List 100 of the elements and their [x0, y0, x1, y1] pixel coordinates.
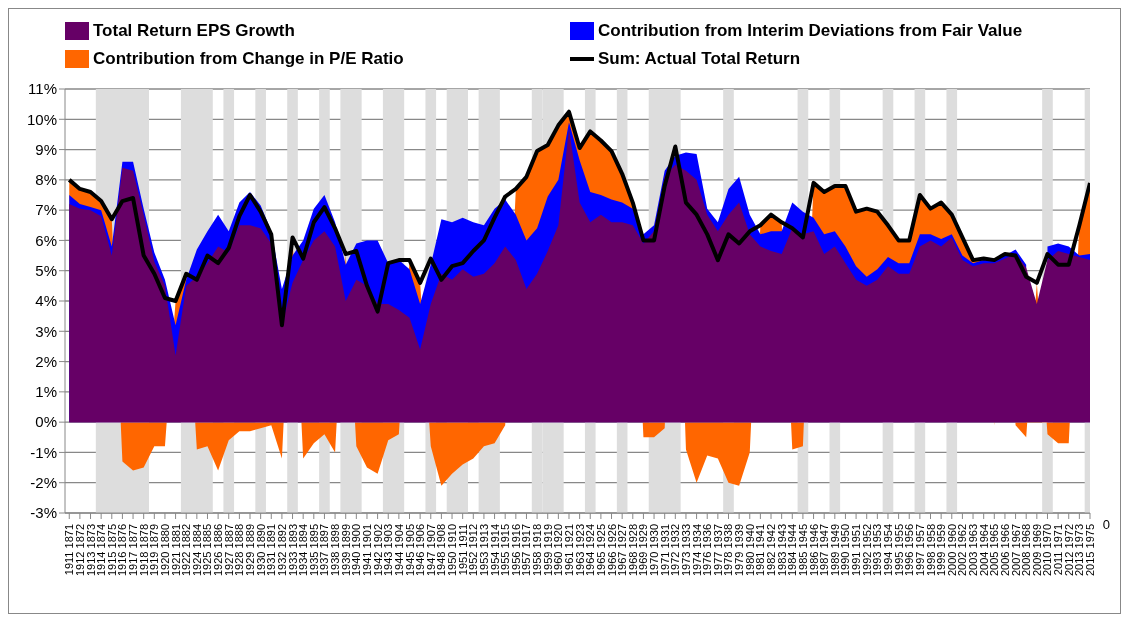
x-tick-label: 1934 1894	[297, 524, 310, 576]
legend-label: Contribution from Interim Deviations from Fair Value	[598, 21, 1023, 41]
x-tick-label: 1997 1957	[913, 524, 926, 576]
y-tick-label: 11%	[28, 80, 57, 98]
legend-label: Contribution from Change in P/E Ratio	[93, 49, 404, 69]
x-tick-label: 1944 1904	[392, 524, 405, 576]
y-tick-label: 10%	[26, 110, 57, 128]
x-tick-label: 1967 1927	[616, 524, 629, 576]
x-tick-label: 1973 1933	[679, 524, 692, 576]
x-tick-label: 2000 1960	[945, 524, 958, 576]
x-tick-label: 2012 1972	[1062, 524, 1075, 576]
x-tick-label: 1978 1938	[722, 524, 735, 576]
x-tick-label: 1994 1954	[881, 524, 894, 576]
x-tick-label: 1924 1884	[190, 524, 203, 576]
x-tick-label: 1917 1877	[127, 524, 140, 576]
x-tick-label: 1996 1956	[903, 524, 916, 576]
x-tick-label: 1976 1936	[701, 524, 714, 576]
legend-label: Sum: Actual Total Return	[598, 49, 801, 69]
x-tick-label: 1972 1932	[669, 524, 682, 576]
x-tick-label: 1995 1955	[892, 524, 905, 576]
x-tick-label: 1946 1906	[414, 524, 427, 576]
x-tick-label: 1985 1945	[796, 524, 809, 576]
x-tick-label: 1957 1917	[520, 524, 533, 576]
x-tick-label: 1914 1874	[95, 524, 108, 576]
x-tick-label: 1952 1912	[467, 524, 480, 576]
x-tick-label: 1929 1889	[244, 524, 257, 576]
x-tick-label: 1950 1910	[446, 524, 459, 576]
x-tick-label: 1916 1876	[116, 524, 129, 576]
x-tick-label: 1942 1902	[371, 524, 384, 576]
x-tick-label: 1966 1926	[605, 524, 618, 576]
x-tick-label: 2011 1971	[1052, 524, 1065, 576]
x-tick-label: 2006 1966	[998, 524, 1011, 576]
x-tick-label: 1987 1947	[818, 524, 831, 576]
x-tick-label: 1943 1903	[382, 524, 395, 576]
y-tick-label: 1%	[35, 383, 57, 401]
x-tick-label: 1980 1940	[743, 524, 756, 576]
x-tick-label: 1969 1929	[637, 524, 650, 576]
y-tick-label: 7%	[35, 201, 57, 219]
x-tick-label: 2013 1973	[1073, 524, 1086, 576]
x-tick-label: 2015 1975	[1084, 524, 1096, 576]
y-tick-label: 0%	[35, 413, 57, 431]
x-tick-label: 1990 1950	[839, 524, 852, 576]
x-tick-label: 1920 1880	[158, 524, 171, 576]
x-tick-label: 1977 1937	[711, 524, 724, 576]
x-tick-label: 1961 1921	[562, 524, 575, 576]
x-tick-label: 1935 1895	[307, 524, 320, 576]
x-tick-label: 1926 1886	[212, 524, 225, 576]
x-tick-label: 1981 1941	[754, 524, 767, 576]
x-tick-label: 1964 1924	[584, 524, 597, 576]
y-tick-label: 2%	[35, 352, 57, 370]
x-tick-label: 1991 1951	[850, 524, 863, 576]
x-tick-label: 1913 1873	[84, 524, 97, 576]
x-tick-label: 1912 1872	[73, 524, 86, 576]
x-tick-label: 2002 1962	[956, 524, 969, 576]
y-tick-label: -2%	[30, 474, 57, 492]
x-tick-label: 1945 1905	[403, 524, 416, 576]
x-tick-label: 1948 1908	[435, 524, 448, 576]
y-tick-label: 3%	[35, 322, 57, 340]
x-tick-label: 2008 1968	[1020, 524, 1033, 576]
x-tick-label: 1971 1931	[658, 524, 671, 576]
x-tick-label: 1984 1944	[786, 524, 799, 576]
x-tick-label: 1953 1913	[477, 524, 490, 576]
x-tick-label: 1974 1934	[690, 524, 703, 576]
y-tick-label: 8%	[35, 171, 57, 189]
x-tick-label: 1956 1916	[509, 524, 522, 576]
x-tick-label: 1982 1942	[765, 524, 778, 576]
x-tick-label: 1986 1946	[807, 524, 820, 576]
x-tick-label: 1951 1911	[456, 524, 469, 576]
x-tick-label: 1911 1871	[63, 524, 76, 576]
x-tick-label: 2005 1965	[988, 524, 1001, 576]
x-tick-label: 1939 1899	[339, 524, 352, 576]
legend-label: Total Return EPS Growth	[93, 21, 295, 41]
x-tick-label: 1927 1887	[222, 524, 235, 576]
x-tick-label: 2009 1969	[1030, 524, 1043, 576]
x-tick-label: 1993 1953	[871, 524, 884, 576]
x-tick-label: 1932 1892	[275, 524, 288, 576]
x-tick-label: 1998 1958	[924, 524, 937, 576]
x-tick-label: 1992 1952	[860, 524, 873, 576]
x-tick-label: 1968 1928	[626, 524, 639, 576]
x-tick-label: 1960 1920	[552, 524, 565, 576]
y-tick-label: 4%	[35, 292, 57, 310]
x-tick-label: 1930 1890	[254, 524, 267, 576]
x-tick-label: 1918 1878	[137, 524, 150, 576]
x-tick-label: 1955 1915	[499, 524, 512, 576]
x-tick-label: 2007 1967	[1009, 524, 1022, 576]
x-tick-label: 1999 1959	[935, 524, 948, 576]
text: 0	[1102, 517, 1110, 532]
y-tick-label: 5%	[35, 262, 57, 280]
x-tick-label: 1941 1901	[360, 524, 373, 576]
y-tick-label: 6%	[35, 231, 57, 249]
x-tick-label: 1965 1925	[594, 524, 607, 576]
x-tick-label: 1933 1893	[286, 524, 299, 576]
x-tick-label: 1937 1897	[318, 524, 331, 576]
x-tick-label: 1915 1875	[105, 524, 118, 576]
y-tick-label: -1%	[30, 443, 57, 461]
x-tick-label: 1928 1888	[233, 524, 246, 576]
x-tick-label: 2003 1963	[967, 524, 980, 576]
x-tick-label: 1979 1939	[733, 524, 746, 576]
x-tick-label: 1989 1949	[828, 524, 841, 576]
y-tick-label: -3%	[30, 504, 57, 522]
